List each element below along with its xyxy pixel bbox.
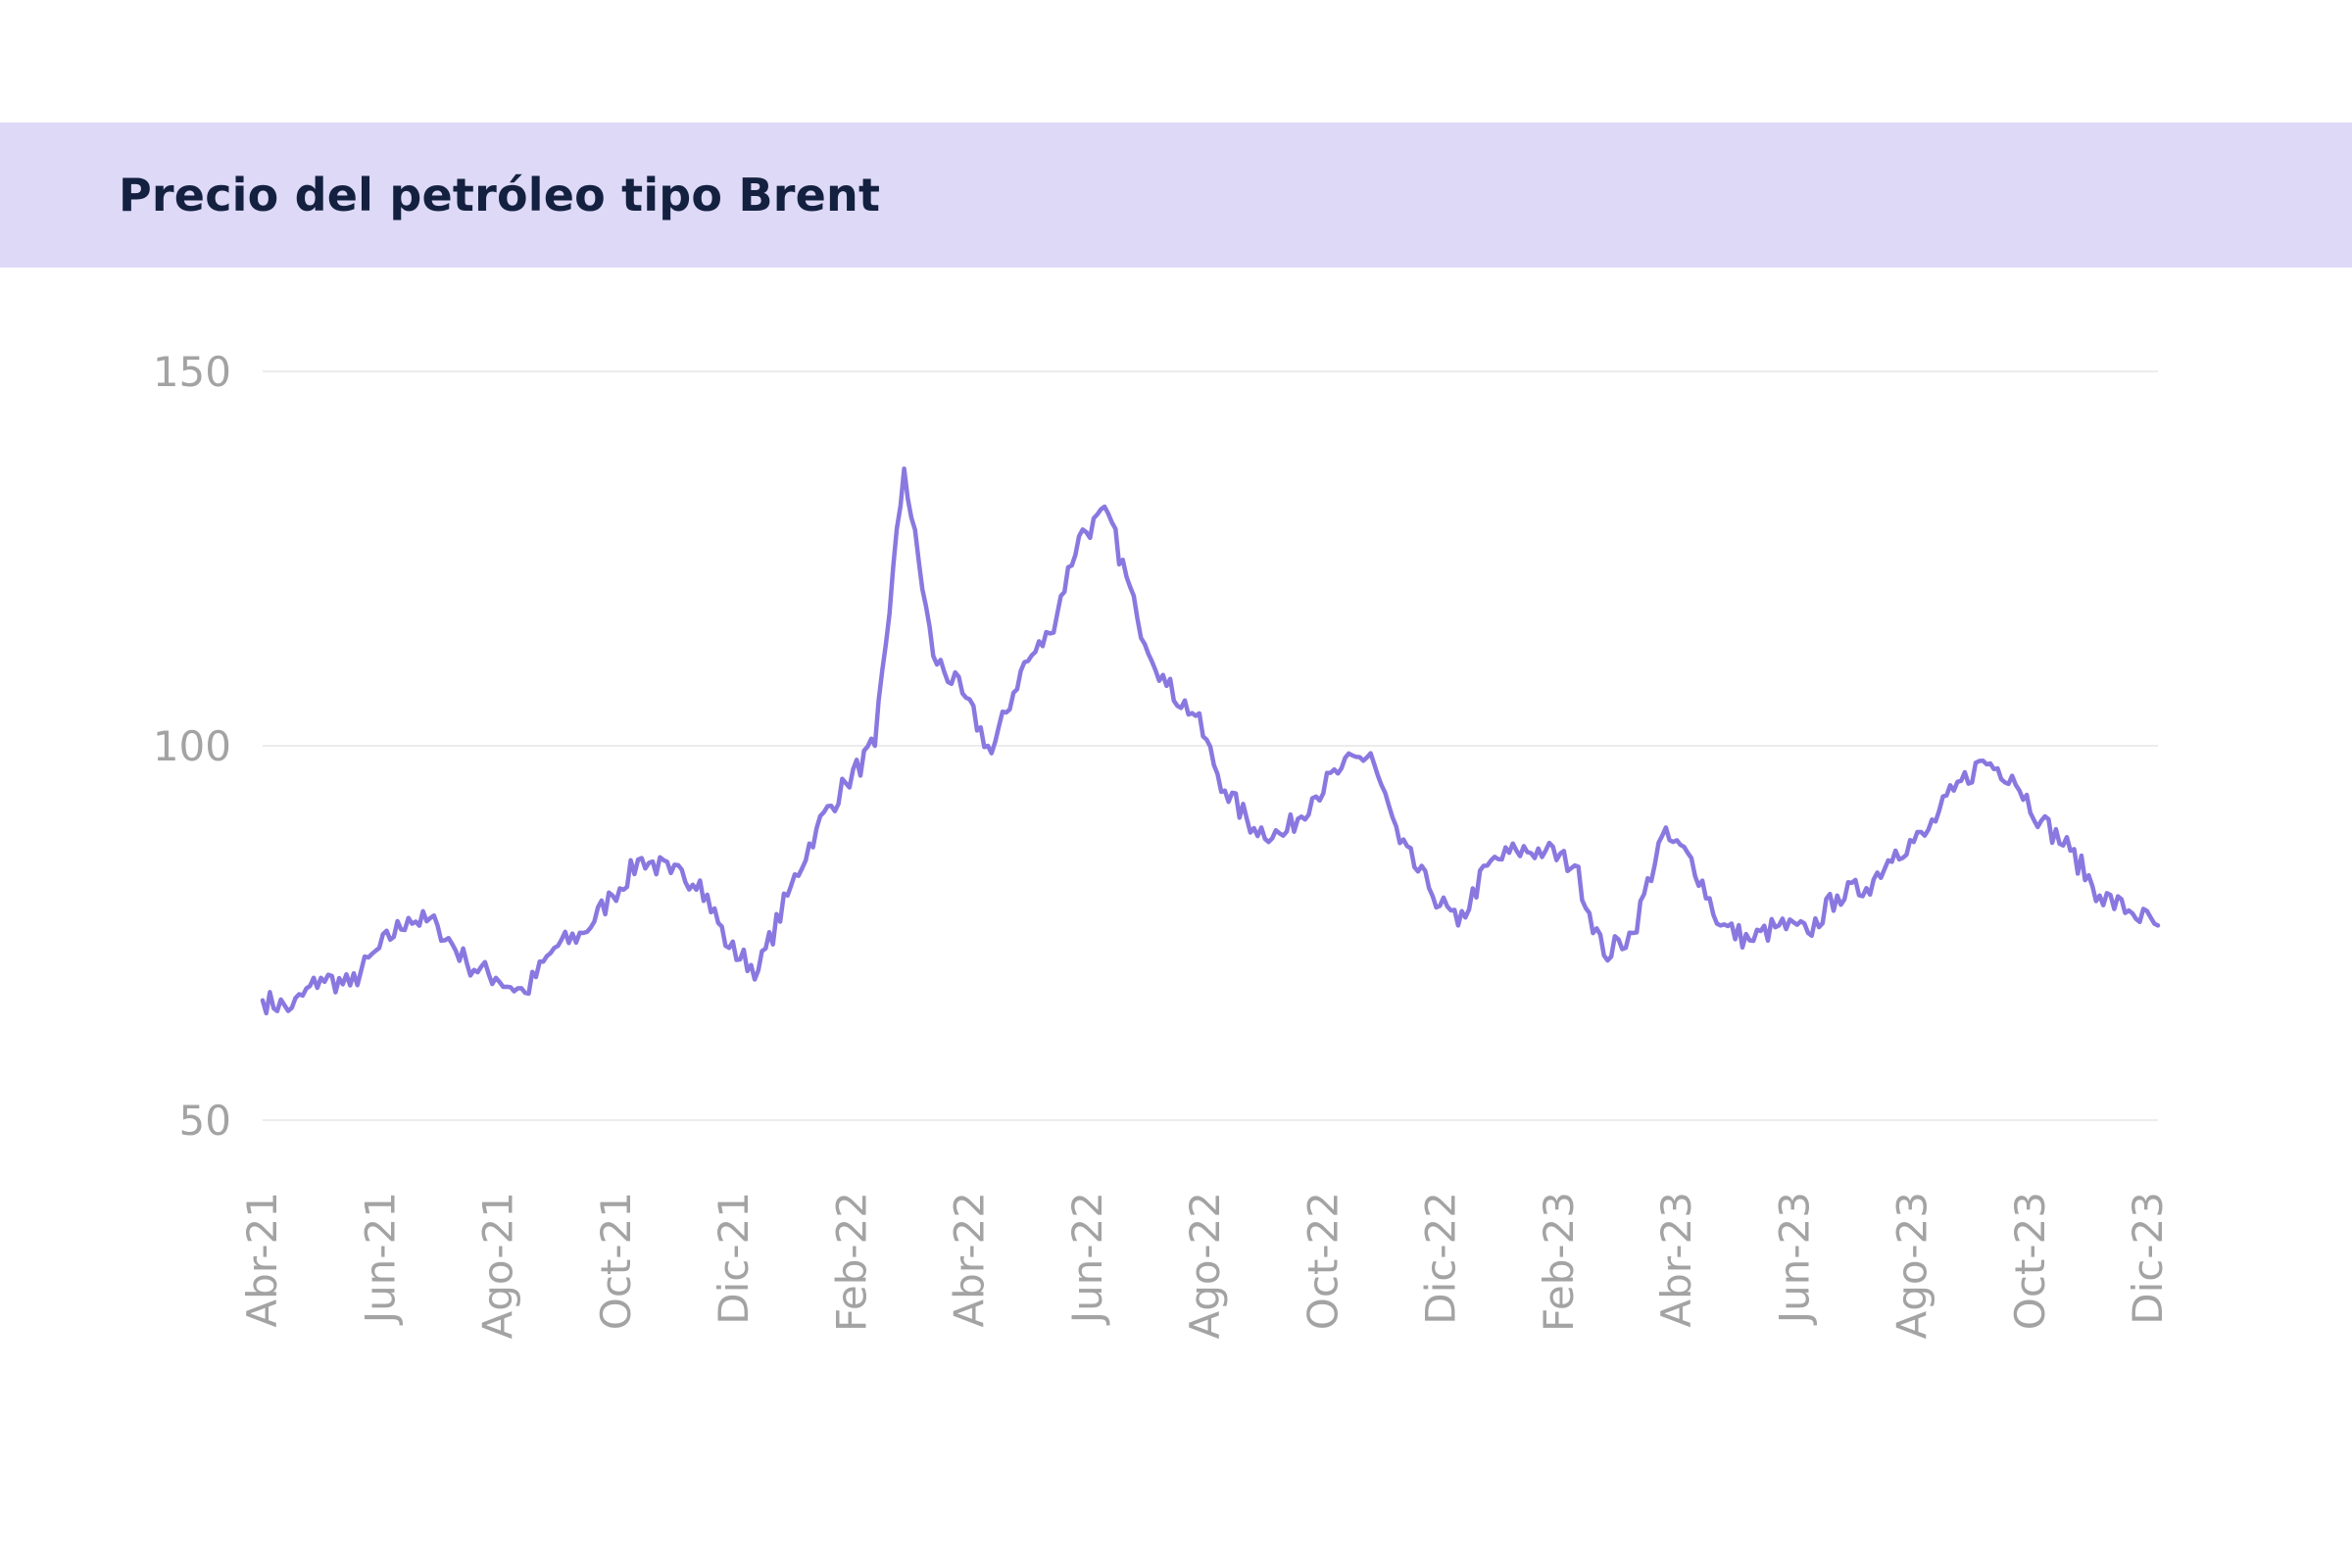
data-point bbox=[1194, 713, 1198, 717]
x-tick-label: Jun-21 bbox=[356, 1192, 404, 1326]
data-point bbox=[1136, 616, 1140, 620]
data-point bbox=[1223, 789, 1227, 793]
title-band: Precio del petróleo tipo Brent bbox=[0, 122, 2352, 268]
data-point bbox=[1427, 886, 1431, 890]
data-point bbox=[465, 961, 468, 965]
series-line-brent bbox=[260, 466, 2161, 1016]
data-point bbox=[990, 752, 994, 756]
data-point bbox=[698, 879, 702, 883]
x-tick-label: Oct-21 bbox=[592, 1192, 640, 1330]
data-point bbox=[611, 894, 614, 898]
data-point bbox=[523, 991, 527, 995]
data-point bbox=[290, 1005, 294, 1009]
data-point bbox=[1164, 684, 1168, 688]
data-point bbox=[1573, 863, 1577, 867]
data-point bbox=[1923, 834, 1927, 838]
data-point bbox=[727, 946, 731, 950]
data-point bbox=[1397, 841, 1401, 845]
data-point bbox=[873, 744, 877, 748]
data-point bbox=[1310, 796, 1314, 800]
x-tick-label: Ago-21 bbox=[474, 1192, 522, 1339]
data-point bbox=[261, 999, 265, 1003]
data-point bbox=[1631, 931, 1635, 935]
y-tick-label: 150 bbox=[153, 348, 231, 396]
data-point bbox=[1806, 931, 1810, 935]
data-point bbox=[1544, 849, 1547, 853]
data-point bbox=[1106, 512, 1110, 515]
x-tick-label: Jun-22 bbox=[1063, 1192, 1111, 1326]
data-point bbox=[2069, 849, 2073, 853]
data-point bbox=[377, 946, 381, 950]
chart-title: Precio del petróleo tipo Brent bbox=[119, 169, 881, 221]
data-point bbox=[1602, 954, 1606, 957]
data-point bbox=[1719, 923, 1723, 927]
series-group bbox=[260, 466, 2161, 1016]
x-axis: Abr-21 Jun-21 Ago-21 Oct-21 Dic-21 Feb-22 Abr-… bbox=[238, 1192, 2172, 1339]
data-point bbox=[2097, 894, 2101, 898]
x-tick-label: Oct-22 bbox=[1298, 1192, 1347, 1330]
data-point bbox=[1048, 631, 1052, 635]
data-point bbox=[786, 894, 790, 898]
data-point bbox=[553, 946, 557, 950]
x-tick-label: Dic-21 bbox=[710, 1192, 758, 1325]
data-point bbox=[319, 976, 323, 980]
data-point bbox=[1252, 826, 1256, 830]
data-point bbox=[1369, 752, 1373, 756]
data-point bbox=[348, 983, 352, 987]
data-point bbox=[814, 826, 818, 830]
x-tick-label: Oct-23 bbox=[2006, 1192, 2054, 1330]
x-tick-label: Feb-23 bbox=[1535, 1192, 1583, 1332]
data-point bbox=[2127, 908, 2131, 912]
data-point bbox=[757, 968, 760, 972]
data-point bbox=[1952, 789, 1956, 793]
x-tick-label: Feb-22 bbox=[827, 1192, 875, 1332]
data-point bbox=[1747, 939, 1751, 943]
data-point bbox=[1893, 849, 1897, 853]
data-point bbox=[931, 654, 935, 658]
data-point bbox=[436, 923, 440, 927]
data-point bbox=[581, 931, 585, 935]
data-point bbox=[1514, 849, 1518, 853]
data-point bbox=[2039, 818, 2043, 822]
data-point bbox=[1836, 894, 1839, 898]
data-point bbox=[1340, 766, 1344, 770]
data-point bbox=[1019, 669, 1023, 673]
data-point bbox=[1777, 923, 1781, 927]
data-point bbox=[1281, 834, 1285, 838]
data-point bbox=[494, 976, 498, 980]
x-tick-label: Abr-21 bbox=[238, 1192, 286, 1328]
data-point bbox=[640, 857, 644, 860]
data-point bbox=[1660, 834, 1664, 838]
data-point bbox=[1690, 857, 1693, 860]
data-point bbox=[844, 781, 848, 785]
data-point bbox=[1456, 923, 1460, 927]
data-point bbox=[1077, 534, 1081, 538]
x-tick-label: Dic-22 bbox=[1417, 1192, 1465, 1325]
y-tick-label: 50 bbox=[179, 1097, 231, 1145]
data-point bbox=[1486, 863, 1490, 867]
x-tick-label: Jun-23 bbox=[1770, 1192, 1818, 1326]
data-point bbox=[2010, 774, 2014, 778]
data-point bbox=[1981, 759, 1984, 762]
data-point bbox=[669, 871, 673, 875]
x-tick-label: Dic-23 bbox=[2124, 1192, 2172, 1325]
x-tick-label: Abr-23 bbox=[1652, 1192, 1700, 1328]
x-tick-label: Ago-23 bbox=[1888, 1192, 1936, 1339]
x-tick-label: Abr-22 bbox=[946, 1192, 994, 1328]
data-point bbox=[903, 466, 906, 470]
y-tick-label: 100 bbox=[153, 722, 231, 770]
data-point bbox=[960, 692, 964, 696]
y-axis: 50 100 150 bbox=[153, 348, 231, 1145]
x-tick-label: Ago-22 bbox=[1181, 1192, 1229, 1339]
data-point bbox=[2156, 923, 2160, 927]
data-point bbox=[407, 916, 411, 920]
data-point bbox=[1864, 886, 1868, 890]
